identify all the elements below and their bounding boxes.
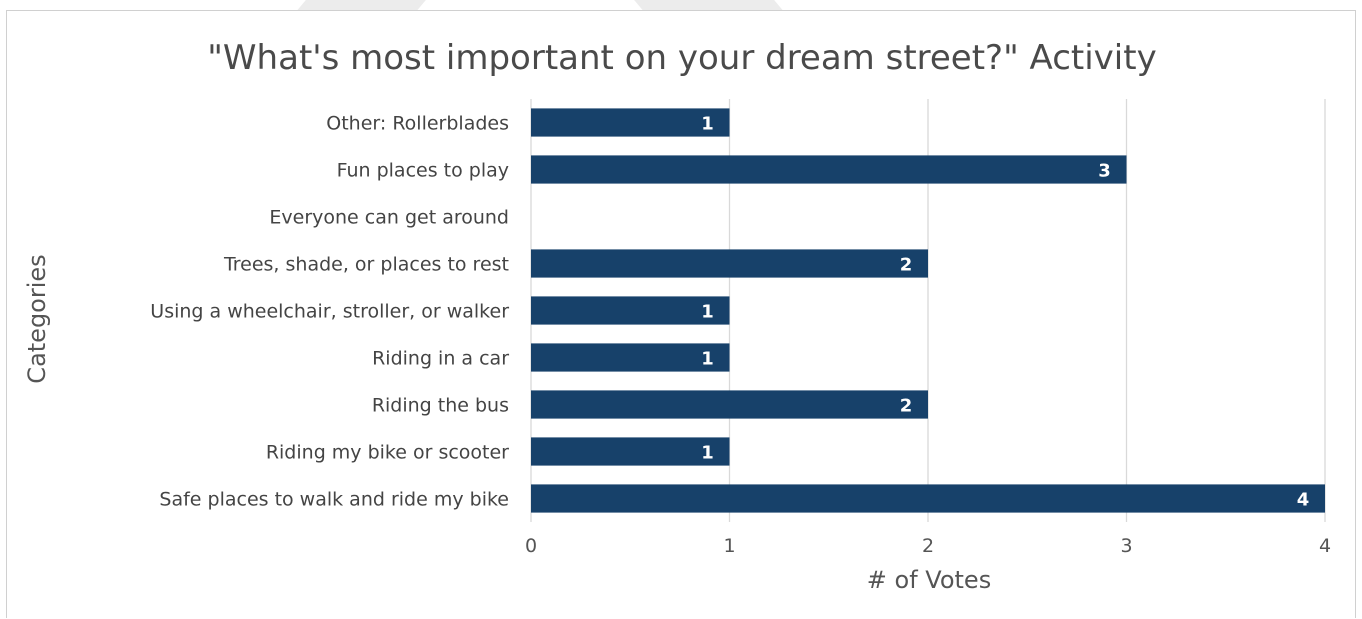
bar <box>531 484 1325 513</box>
bar-value-label: 2 <box>900 396 913 417</box>
x-tick-labels: 0 1 2 3 4 <box>525 535 1331 557</box>
category-label: Other: Rollerblades <box>326 113 509 135</box>
category-label: Fun places to play <box>337 160 509 182</box>
bars: 1 3 2 1 1 2 1 4 <box>531 108 1325 513</box>
bar-value-label: 3 <box>1098 161 1111 182</box>
category-label: Safe places to walk and ride my bike <box>159 489 509 511</box>
bar-value-label: 2 <box>900 255 913 276</box>
bar-value-label: 4 <box>1297 490 1310 511</box>
category-label: Riding the bus <box>372 395 509 417</box>
bar-chart: "What's most important on your dream str… <box>23 38 1331 594</box>
bar-value-label: 1 <box>701 443 714 464</box>
bar <box>531 437 730 466</box>
y-axis-title: Categories <box>23 254 51 383</box>
x-tick-label: 3 <box>1120 535 1132 557</box>
category-label: Everyone can get around <box>269 207 509 229</box>
chart-frame: "What's most important on your dream str… <box>6 10 1356 618</box>
bar <box>531 108 730 137</box>
category-labels: Other: Rollerblades Fun places to play Eve… <box>150 113 509 511</box>
bar-value-label: 1 <box>701 114 714 135</box>
bar <box>531 343 730 372</box>
x-tick-label: 1 <box>723 535 735 557</box>
category-label: Riding in a car <box>372 348 509 370</box>
chart-title: "What's most important on your dream str… <box>207 38 1156 78</box>
x-tick-label: 2 <box>922 535 934 557</box>
x-tick-label: 0 <box>525 535 537 557</box>
bar <box>531 249 928 278</box>
category-label: Riding my bike or scooter <box>266 442 509 464</box>
x-axis-title: # of Votes <box>867 566 991 594</box>
category-label: Trees, shade, or places to rest <box>223 254 509 276</box>
x-tick-label: 4 <box>1319 535 1331 557</box>
bar <box>531 296 730 325</box>
bar <box>531 390 928 419</box>
bar-value-label: 1 <box>701 302 714 323</box>
bar <box>531 155 1127 184</box>
category-label: Using a wheelchair, stroller, or walker <box>150 301 509 323</box>
bar-value-label: 1 <box>701 349 714 370</box>
